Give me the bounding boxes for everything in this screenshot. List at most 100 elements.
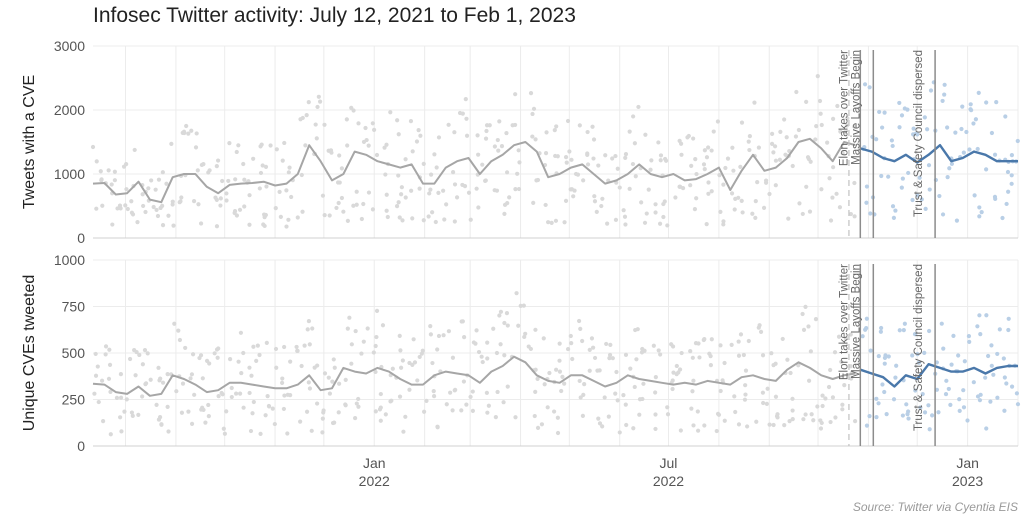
scatter-point	[689, 163, 694, 168]
scatter-point	[900, 176, 905, 181]
scatter-point	[543, 202, 548, 208]
scatter-point	[877, 109, 882, 115]
scatter-point	[902, 321, 907, 326]
scatter-point	[514, 291, 519, 296]
scatter-point	[396, 200, 401, 205]
scatter-point	[247, 222, 252, 227]
scatter-point	[395, 118, 400, 123]
y-axis-title: Tweets with a CVE	[21, 75, 38, 209]
scatter-point	[971, 121, 976, 126]
scatter-point	[665, 405, 670, 410]
scatter-point	[1015, 402, 1021, 407]
scatter-point	[721, 182, 726, 187]
scatter-point	[830, 395, 836, 400]
scatter-point	[758, 329, 764, 334]
scatter-point	[281, 406, 287, 412]
scatter-point	[635, 327, 640, 332]
scatter-point	[140, 394, 145, 399]
scatter-point	[658, 352, 663, 357]
scatter-point	[121, 164, 127, 169]
scatter-point	[918, 405, 923, 410]
scatter-point	[194, 131, 199, 136]
scatter-point	[462, 184, 468, 189]
scatter-point	[377, 407, 383, 412]
scatter-point	[361, 339, 366, 344]
chart-title: Infosec Twitter activity: July 12, 2021 …	[93, 4, 576, 27]
scatter-point	[842, 130, 848, 135]
scatter-point	[560, 374, 565, 380]
scatter-point	[130, 212, 136, 217]
scatter-point	[995, 351, 1000, 357]
scatter-point	[415, 378, 420, 383]
scatter-point	[578, 326, 583, 331]
scatter-point	[624, 422, 629, 428]
scatter-point	[813, 316, 819, 322]
scatter-point	[773, 394, 779, 399]
scatter-point	[251, 344, 256, 349]
scatter-point	[615, 166, 620, 171]
y-tick-label: 250	[62, 392, 86, 408]
scatter-point	[695, 428, 701, 433]
scatter-point	[562, 381, 567, 386]
scatter-point	[476, 205, 481, 210]
scatter-point	[790, 408, 795, 413]
scatter-point	[504, 311, 510, 316]
scatter-point	[237, 391, 243, 396]
scatter-point	[636, 104, 641, 110]
scatter-point	[997, 327, 1002, 332]
scatter-point	[237, 207, 243, 212]
scatter-point	[702, 167, 707, 172]
scatter-point	[100, 203, 105, 208]
scatter-point	[803, 412, 808, 417]
scatter-point	[160, 223, 166, 228]
scatter-point	[129, 410, 135, 415]
scatter-point	[189, 128, 194, 133]
scatter-point	[263, 413, 268, 418]
scatter-point	[934, 387, 940, 392]
scatter-point	[551, 409, 557, 414]
scatter-point	[337, 153, 342, 158]
scatter-point	[92, 391, 97, 396]
scatter-point	[282, 344, 287, 350]
scatter-point	[782, 117, 787, 122]
scatter-point	[621, 208, 626, 213]
scatter-point	[772, 144, 778, 149]
scatter-point	[241, 350, 246, 356]
scatter-point	[544, 130, 549, 135]
scatter-point	[450, 170, 456, 175]
scatter-point	[539, 422, 545, 427]
scatter-point	[428, 187, 433, 192]
scatter-point	[180, 381, 186, 386]
scatter-point	[315, 363, 320, 368]
scatter-point	[474, 328, 479, 333]
y-tick-label: 750	[62, 299, 86, 315]
scatter-point	[411, 337, 416, 342]
scatter-point	[299, 172, 304, 178]
scatter-point	[750, 211, 755, 216]
scatter-point	[431, 388, 436, 394]
scatter-point	[222, 431, 227, 436]
scatter-point	[248, 428, 254, 434]
scatter-point	[677, 138, 682, 143]
scatter-point	[485, 410, 490, 415]
scatter-point	[953, 130, 958, 135]
scatter-point	[607, 356, 612, 361]
scatter-point	[828, 367, 833, 373]
scatter-point	[890, 143, 895, 149]
scatter-point	[1009, 173, 1014, 178]
scatter-point	[390, 366, 395, 371]
scatter-point	[414, 139, 420, 144]
scatter-point	[182, 130, 187, 136]
scatter-point	[260, 163, 265, 168]
scatter-point	[864, 423, 870, 428]
scatter-point	[754, 419, 759, 424]
scatter-point	[118, 395, 124, 400]
scatter-point	[827, 176, 832, 181]
scatter-point	[543, 151, 549, 156]
scatter-point	[345, 326, 350, 331]
scatter-point	[452, 219, 457, 224]
scatter-point	[400, 358, 405, 363]
scatter-point	[661, 214, 666, 220]
scatter-point	[753, 199, 758, 204]
scatter-point	[585, 129, 590, 135]
